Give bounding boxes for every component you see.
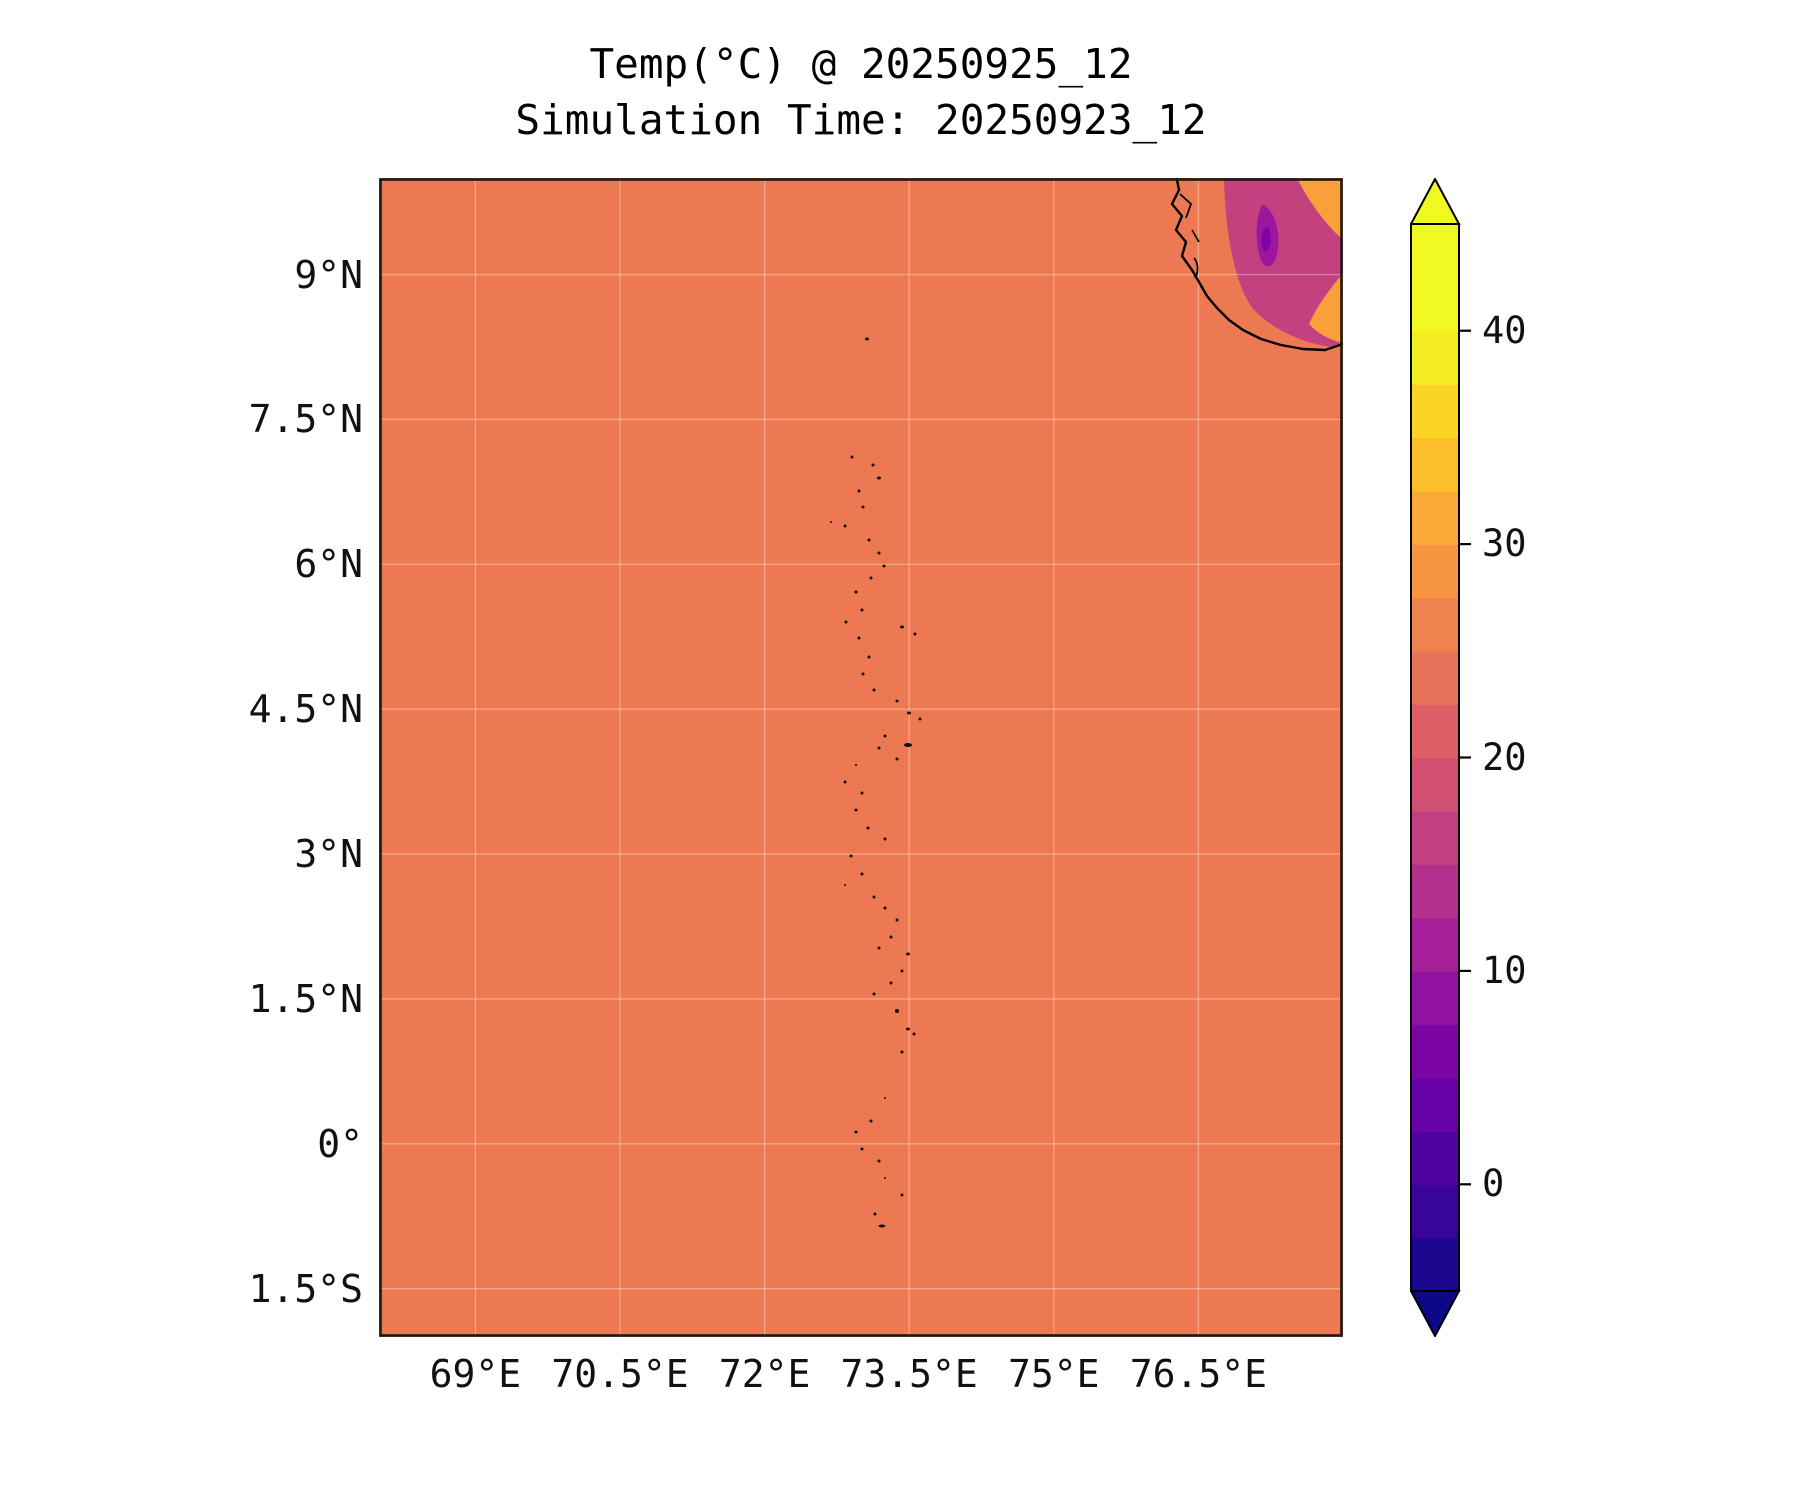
coastline — [1170, 178, 1343, 352]
inland-cool-band — [1224, 178, 1343, 348]
map-plot-area — [379, 178, 1343, 1337]
x-tick-label: 75°E — [1008, 1352, 1100, 1396]
corner-warm-patch — [1297, 178, 1343, 240]
ghats-cold-inner — [1261, 226, 1271, 252]
y-tick-label: 1.5°N — [248, 976, 363, 1021]
colorbar-tick-label: 10 — [1482, 948, 1527, 992]
colorbar-extend-min-arrow — [1410, 1290, 1461, 1337]
colorbar — [1410, 178, 1471, 1337]
colorbar-tick-label: 40 — [1482, 308, 1527, 352]
colorbar-tick-label: 20 — [1482, 735, 1527, 779]
x-tick-label: 69°E — [429, 1352, 522, 1396]
x-tick-label: 72°E — [718, 1352, 811, 1396]
x-tick-label: 76.5°E — [1129, 1352, 1268, 1396]
edge-warm-strip — [1309, 273, 1343, 343]
coastline-detail — [1179, 193, 1200, 279]
figure-title: Temp(°C) @ 20250925_12 — [589, 40, 1133, 88]
gridlines — [379, 178, 1343, 1337]
x-tick-label: 73.5°E — [840, 1352, 978, 1396]
y-tick-label: 7.5°N — [248, 397, 363, 442]
island-markers — [830, 337, 922, 1228]
y-tick-label: 9°N — [294, 252, 363, 297]
y-tick-label: 1.5°S — [248, 1266, 363, 1311]
y-tick-label: 3°N — [294, 832, 363, 877]
figure-subtitle: Simulation Time: 20250923_12 — [515, 96, 1207, 144]
colorbar-tick-label: 0 — [1482, 1162, 1505, 1206]
map-border — [379, 178, 1343, 1337]
y-tick-label: 0° — [317, 1121, 363, 1166]
colorbar-tick-label: 30 — [1482, 522, 1527, 566]
land-temperature-patches — [1224, 178, 1343, 348]
y-tick-label: 4.5°N — [248, 687, 363, 732]
colorbar-extend-max-arrow — [1410, 178, 1461, 225]
map-canvas — [379, 178, 1343, 1337]
x-tick-label: 70.5°E — [551, 1352, 689, 1396]
y-tick-label: 6°N — [294, 542, 363, 587]
